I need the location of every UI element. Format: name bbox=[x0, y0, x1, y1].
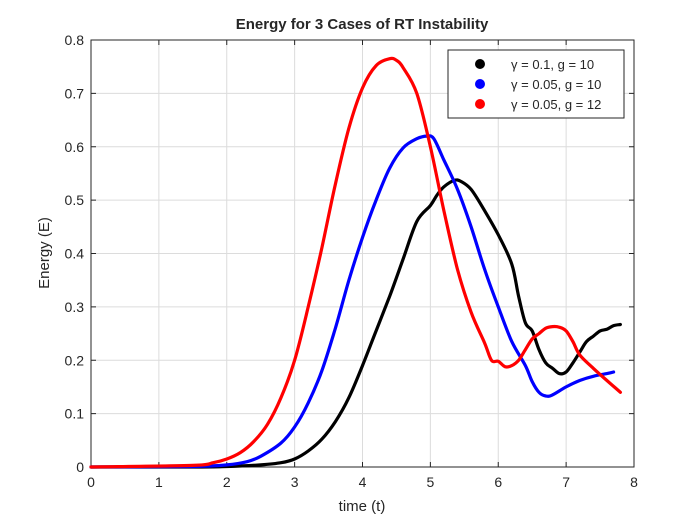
y-axis-label: Energy (E) bbox=[36, 217, 53, 289]
x-tick-label: 1 bbox=[155, 474, 163, 490]
chart-title: Energy for 3 Cases of RT Instability bbox=[236, 16, 489, 33]
y-tick-label: 0.2 bbox=[65, 352, 85, 368]
series-line-blue bbox=[89, 134, 616, 469]
y-tick-label: 0.7 bbox=[65, 85, 85, 101]
legend-marker-black bbox=[475, 59, 485, 69]
series-layer bbox=[89, 56, 622, 469]
x-tick-label: 8 bbox=[630, 474, 638, 490]
x-tick-label: 0 bbox=[87, 474, 95, 490]
x-tick-label: 4 bbox=[359, 474, 367, 490]
legend: γ = 0.1, g = 10 γ = 0.05, g = 10 γ = 0.0… bbox=[447, 49, 625, 119]
legend-label-black: γ = 0.1, g = 10 bbox=[511, 57, 594, 72]
y-tick-label: 0.6 bbox=[65, 139, 85, 155]
tick-layer: 0 1 2 3 4 5 6 7 8 0 0.1 0.2 0.3 0.4 0.5 0.6 0.7 0.8 bbox=[65, 32, 639, 490]
x-tick-label: 6 bbox=[494, 474, 502, 490]
legend-label-blue: γ = 0.05, g = 10 bbox=[511, 77, 601, 92]
y-tick-label: 0.1 bbox=[65, 406, 85, 422]
y-tick-label: 0.8 bbox=[65, 32, 85, 48]
y-tick-label: 0.4 bbox=[65, 246, 85, 262]
legend-marker-red bbox=[475, 99, 485, 109]
series-line-red bbox=[89, 56, 622, 469]
x-tick-label: 5 bbox=[426, 474, 434, 490]
x-axis-label: time (t) bbox=[339, 498, 386, 515]
series-line-black bbox=[89, 178, 622, 469]
x-tick-label: 3 bbox=[291, 474, 299, 490]
legend-marker-blue bbox=[475, 79, 485, 89]
x-tick-label: 2 bbox=[223, 474, 231, 490]
legend-label-red: γ = 0.05, g = 12 bbox=[511, 97, 601, 112]
y-tick-label: 0 bbox=[76, 459, 84, 475]
x-tick-label: 7 bbox=[562, 474, 570, 490]
y-tick-label: 0.3 bbox=[65, 299, 85, 315]
y-tick-label: 0.5 bbox=[65, 192, 85, 208]
